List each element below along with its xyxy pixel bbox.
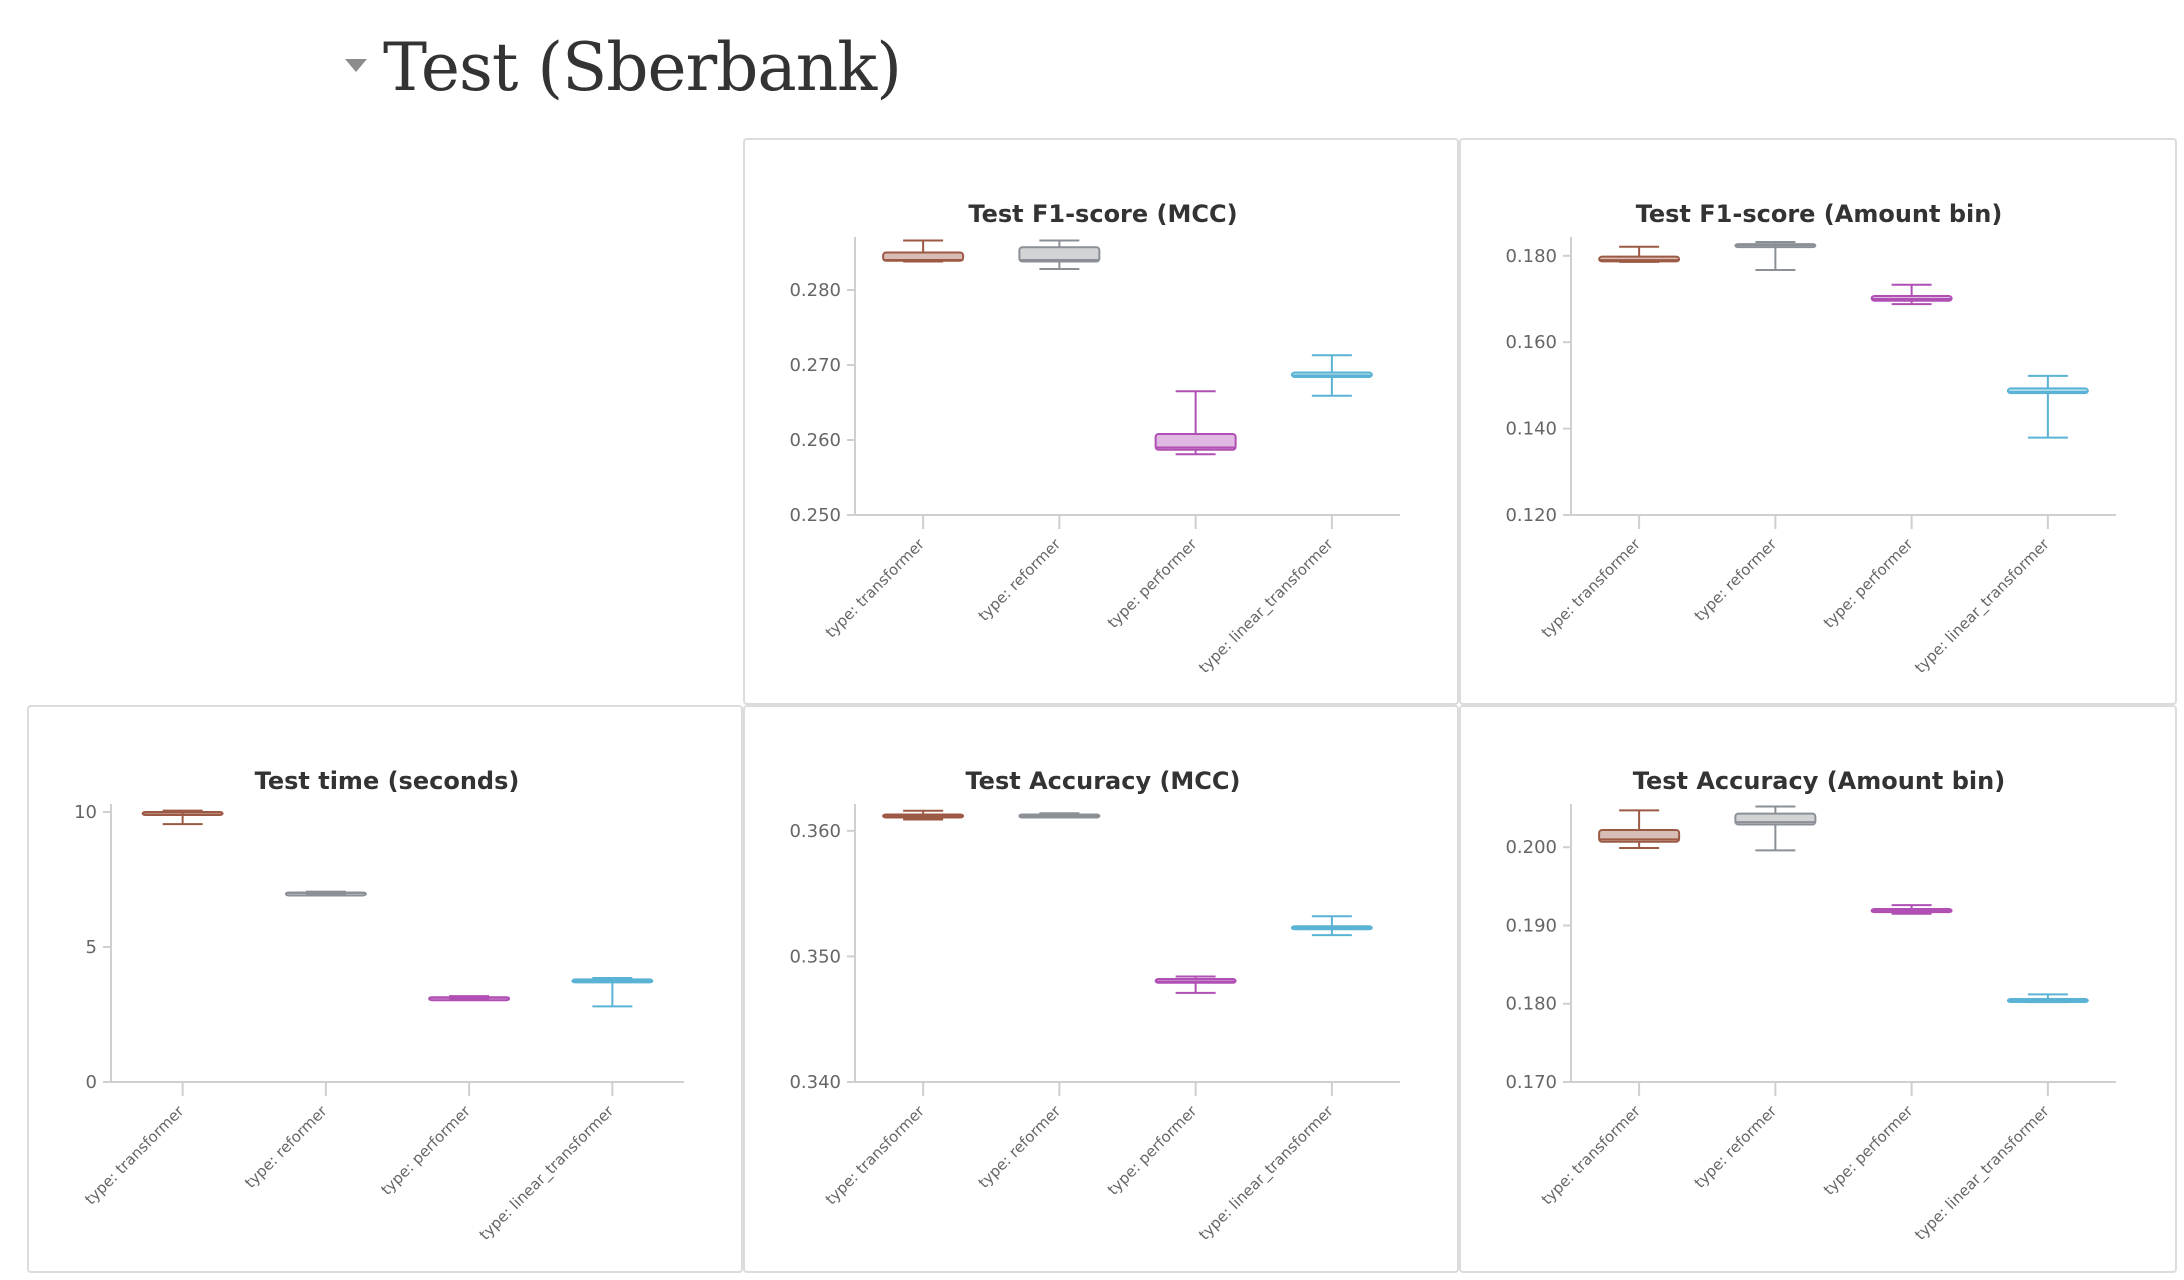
section-header: Test (Sberbank) xyxy=(345,22,902,112)
x-tick-label: type: performer xyxy=(377,1102,474,1199)
x-tick-label: type: linear_transformer xyxy=(1911,535,2054,678)
box-performer[interactable] xyxy=(1154,390,1237,456)
box-performer[interactable] xyxy=(1870,904,1953,915)
box-linear_transformer[interactable] xyxy=(2006,374,2089,439)
y-tick-label: 0.250 xyxy=(789,505,841,526)
chart-title: Test time (seconds) xyxy=(255,767,520,795)
x-tick-label: type: transformer xyxy=(822,535,929,642)
x-tick-label: type: linear_transformer xyxy=(1195,535,1338,678)
chart-title: Test F1-score (Amount bin) xyxy=(1636,200,2003,228)
y-tick-label: 0.140 xyxy=(1505,419,1557,440)
chart-time: Test time (seconds) 0 5 10 type: transformer… xyxy=(74,767,684,1245)
y-tick-label: 0.280 xyxy=(789,280,841,301)
x-tick-label: type: performer xyxy=(1820,535,1917,632)
y-tick-label: 0.170 xyxy=(1505,1072,1557,1093)
iqr-box xyxy=(1154,433,1237,451)
section-title: Test (Sberbank) xyxy=(383,28,902,106)
chart-acc-mcc: Test Accuracy (MCC) 0.340 0.350 0.360 type: … xyxy=(789,767,1400,1245)
panel-time[interactable]: Test time (seconds) 0 5 10 type: transformer… xyxy=(27,705,743,1273)
box-linear_transformer[interactable] xyxy=(1290,915,1373,937)
iqr-box xyxy=(1018,246,1101,263)
y-tick-label: 0.180 xyxy=(1505,246,1557,267)
y-tick-label: 0.360 xyxy=(789,821,841,842)
y-tick-label: 0.120 xyxy=(1505,505,1557,526)
x-tick-label: type: transformer xyxy=(81,1102,188,1209)
box-transformer[interactable] xyxy=(1598,809,1681,849)
x-tick-label: type: performer xyxy=(1820,1102,1917,1199)
y-tick-label: 0 xyxy=(86,1072,97,1093)
y-tick-label: 5 xyxy=(86,937,97,958)
box-linear_transformer[interactable] xyxy=(1290,354,1373,397)
y-tick-label: 10 xyxy=(74,802,97,823)
chart-title: Test F1-score (MCC) xyxy=(968,200,1237,228)
chart-title: Test Accuracy (MCC) xyxy=(966,767,1241,795)
chart-f1-mcc: Test F1-score (MCC) 0.250 0.260 0.270 0.280 t… xyxy=(789,200,1400,678)
y-tick-label: 0.160 xyxy=(1505,332,1557,353)
x-tick-label: type: reformer xyxy=(975,535,1065,625)
box-linear_transformer[interactable] xyxy=(571,977,654,1008)
box-performer[interactable] xyxy=(428,995,511,1002)
box-reformer[interactable] xyxy=(1018,812,1101,819)
chart-title: Test Accuracy (Amount bin) xyxy=(1633,767,2005,795)
box-transformer[interactable] xyxy=(882,239,965,263)
x-tick-label: type: linear_transformer xyxy=(1911,1102,2054,1245)
box-reformer[interactable] xyxy=(284,890,367,897)
x-tick-label: type: reformer xyxy=(1691,1102,1781,1192)
box-performer[interactable] xyxy=(1154,975,1237,994)
x-tick-label: type: reformer xyxy=(975,1102,1065,1192)
panel-acc-amount[interactable]: Test Accuracy (Amount bin) 0.170 0.180 0.19… xyxy=(1459,705,2177,1273)
x-tick-label: type: transformer xyxy=(822,1102,929,1209)
y-tick-label: 0.190 xyxy=(1505,915,1557,936)
y-tick-label: 0.270 xyxy=(789,355,841,376)
chart-acc-amount: Test Accuracy (Amount bin) 0.170 0.180 0.19… xyxy=(1505,767,2116,1245)
panel-f1-amount[interactable]: Test F1-score (Amount bin) 0.120 0.140 0.16… xyxy=(1459,138,2177,705)
panel-f1-mcc[interactable]: Test F1-score (MCC) 0.250 0.260 0.270 0.280 t… xyxy=(743,138,1459,705)
y-tick-label: 0.350 xyxy=(789,946,841,967)
x-tick-label: type: linear_transformer xyxy=(476,1102,619,1245)
x-tick-label: type: transformer xyxy=(1538,535,1645,642)
x-tick-label: type: reformer xyxy=(241,1102,331,1192)
x-tick-label: type: transformer xyxy=(1538,1102,1645,1209)
x-tick-label: type: performer xyxy=(1104,535,1201,632)
box-reformer[interactable] xyxy=(1734,240,1817,272)
box-performer[interactable] xyxy=(1870,283,1953,306)
box-reformer[interactable] xyxy=(1018,239,1101,270)
box-transformer[interactable] xyxy=(1598,245,1681,263)
y-tick-label: 0.340 xyxy=(789,1072,841,1093)
box-reformer[interactable] xyxy=(1734,805,1817,852)
y-tick-label: 0.200 xyxy=(1505,837,1557,858)
chart-f1-amount: Test F1-score (Amount bin) 0.120 0.140 0.16… xyxy=(1505,200,2116,678)
y-tick-label: 0.180 xyxy=(1505,994,1557,1015)
box-transformer[interactable] xyxy=(141,809,224,826)
box-transformer[interactable] xyxy=(882,809,965,821)
x-tick-label: type: linear_transformer xyxy=(1195,1102,1338,1245)
x-tick-label: type: performer xyxy=(1104,1102,1201,1199)
y-tick-label: 0.260 xyxy=(789,430,841,451)
triangle-down-icon[interactable] xyxy=(345,58,367,72)
x-tick-label: type: reformer xyxy=(1691,535,1781,625)
box-linear_transformer[interactable] xyxy=(2006,993,2089,1004)
panel-acc-mcc[interactable]: Test Accuracy (MCC) 0.340 0.350 0.360 type: … xyxy=(743,705,1459,1273)
